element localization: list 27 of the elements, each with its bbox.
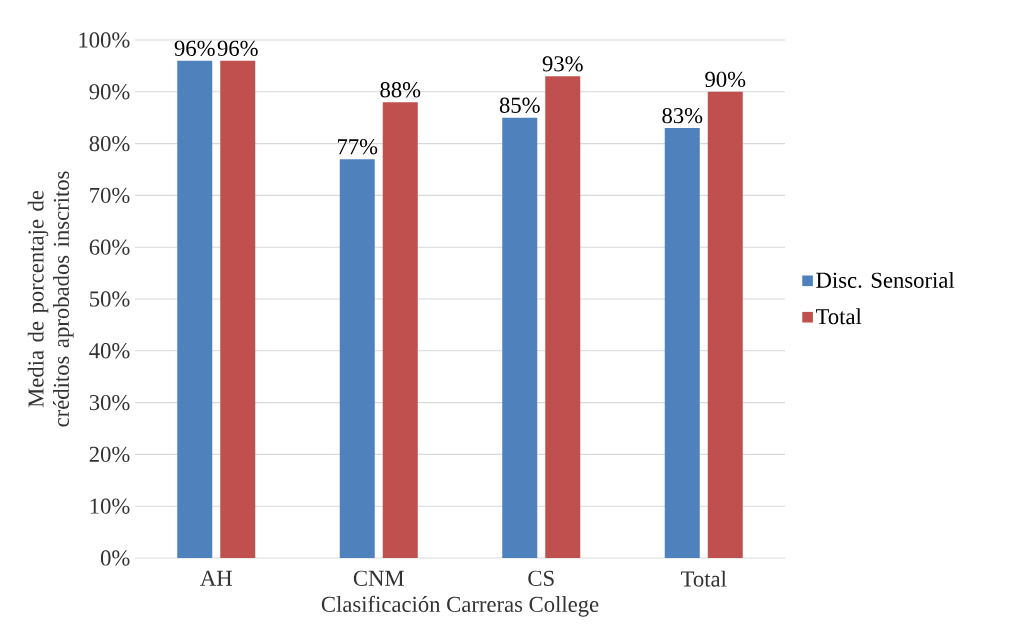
data-label: 96% <box>217 40 258 56</box>
y-tick-label: 100% <box>79 32 130 48</box>
x-tick-label: AH <box>200 570 232 586</box>
y-tick-label: 20% <box>89 446 130 463</box>
data-label: 85% <box>499 97 540 113</box>
data-label: 96% <box>174 40 215 56</box>
data-label: 90% <box>705 71 746 88</box>
data-label: 77% <box>337 139 378 155</box>
y-tick-label: 50% <box>90 291 130 307</box>
y-axis-title: Media de porcentaje de créditos aprobados inscritos <box>27 171 74 427</box>
x-tick-label: CS <box>528 570 554 586</box>
x-tick-label: CNM <box>353 570 404 586</box>
y-tick-label: 60% <box>89 239 130 255</box>
data-label: 88% <box>380 82 421 98</box>
legend-label: Disc. Sensorial <box>816 271 955 288</box>
y-tick-label: 70% <box>90 187 130 204</box>
y-tick-label: 10% <box>90 498 130 514</box>
y-tick-label: 30% <box>89 394 130 411</box>
legend-label: Total <box>815 308 862 325</box>
y-tick-label: 80% <box>89 135 130 152</box>
data-label: 93% <box>542 56 583 72</box>
x-axis-title: Clasificación Carreras College <box>321 595 599 617</box>
x-tick-label: Total <box>681 570 727 587</box>
y-tick-label: 90% <box>89 84 130 100</box>
y-tick-label: 0% <box>100 550 130 566</box>
data-label: 83% <box>662 107 703 124</box>
y-tick-label: 40% <box>89 343 130 359</box>
